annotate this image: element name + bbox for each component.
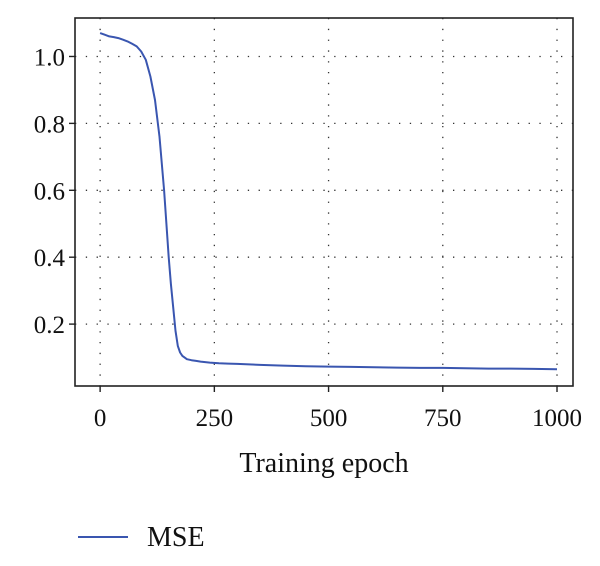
y-tick-label: 0.8 xyxy=(34,111,65,138)
x-tick-label: 0 xyxy=(94,405,107,432)
series-line-mse xyxy=(99,32,558,371)
y-tick-label: 0.2 xyxy=(34,312,65,339)
y-tick-labels: 0.2 0.4 0.6 0.8 1.0 xyxy=(34,44,66,339)
series-layer xyxy=(99,32,558,371)
grid-lines xyxy=(75,18,573,386)
legend: MSE xyxy=(78,522,205,553)
x-tick-label: 250 xyxy=(196,405,234,432)
x-tick-label: 500 xyxy=(310,405,348,432)
y-tick-label: 0.4 xyxy=(34,245,66,272)
x-tick-label: 750 xyxy=(424,405,462,432)
x-tick-label: 1000 xyxy=(532,405,582,432)
plot-frame xyxy=(74,17,574,387)
x-tick-labels: 0 250 500 750 1000 xyxy=(94,405,582,432)
y-tick-label: 1.0 xyxy=(34,44,65,71)
legend-label-mse: MSE xyxy=(147,522,205,553)
tick-marks xyxy=(69,55,558,392)
x-axis-title: Training epoch xyxy=(239,448,408,479)
y-tick-label: 0.6 xyxy=(34,178,65,205)
